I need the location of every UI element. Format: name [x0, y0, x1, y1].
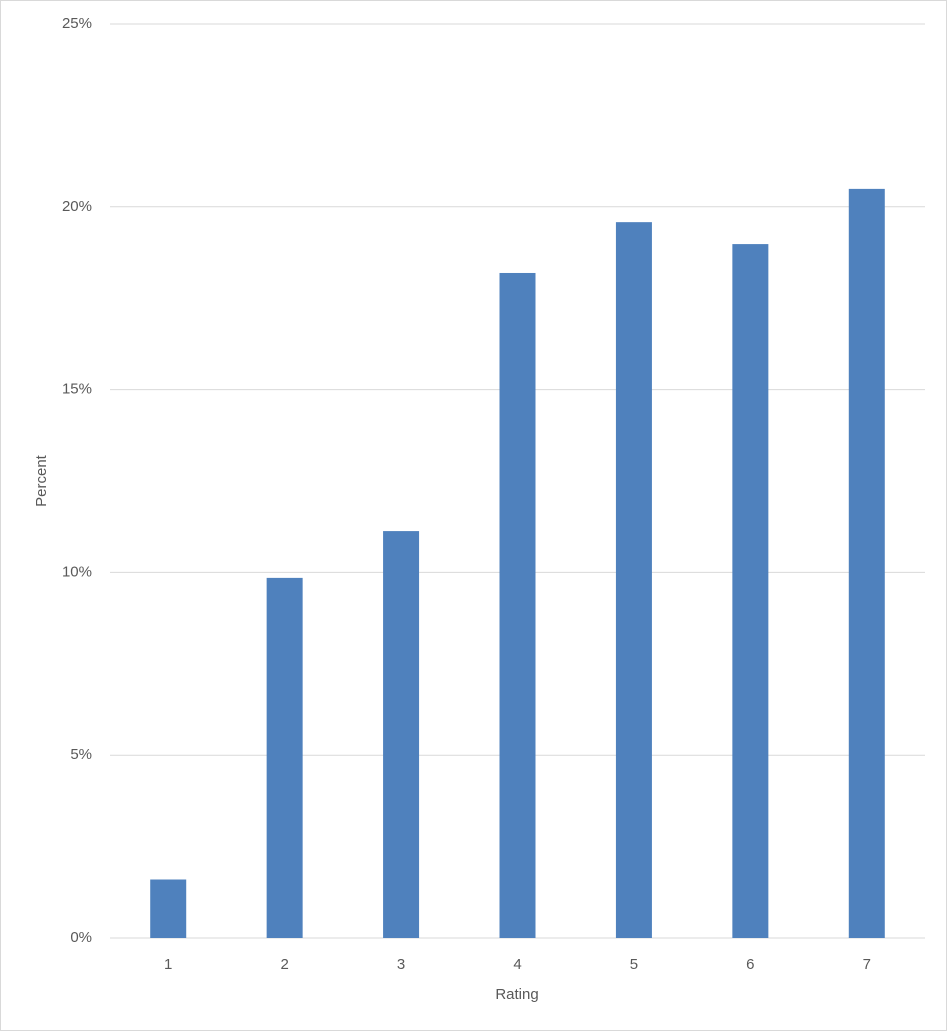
y-tick-label: 15%: [62, 381, 92, 398]
x-tick-label: 7: [863, 956, 871, 973]
y-tick-label: 25%: [62, 15, 92, 32]
x-tick-label: 2: [280, 956, 288, 973]
y-tick-label: 0%: [70, 929, 92, 946]
bar: [499, 272, 536, 938]
bar: [615, 222, 652, 938]
x-tick-label: 1: [164, 956, 172, 973]
bar: [150, 879, 187, 938]
bar: [266, 577, 303, 938]
bar: [848, 188, 885, 938]
x-tick-label: 3: [397, 956, 405, 973]
y-tick-label: 10%: [62, 563, 92, 580]
x-tick-label: 6: [746, 956, 754, 973]
x-tick-label: 5: [630, 956, 638, 973]
bar: [383, 531, 420, 938]
x-axis-label: Rating: [495, 986, 538, 1003]
y-tick-label: 5%: [70, 746, 92, 763]
y-tick-label: 20%: [62, 198, 92, 215]
x-tick-label: 4: [513, 956, 521, 973]
bar: [732, 244, 769, 939]
y-axis-label: Percent: [33, 454, 50, 507]
